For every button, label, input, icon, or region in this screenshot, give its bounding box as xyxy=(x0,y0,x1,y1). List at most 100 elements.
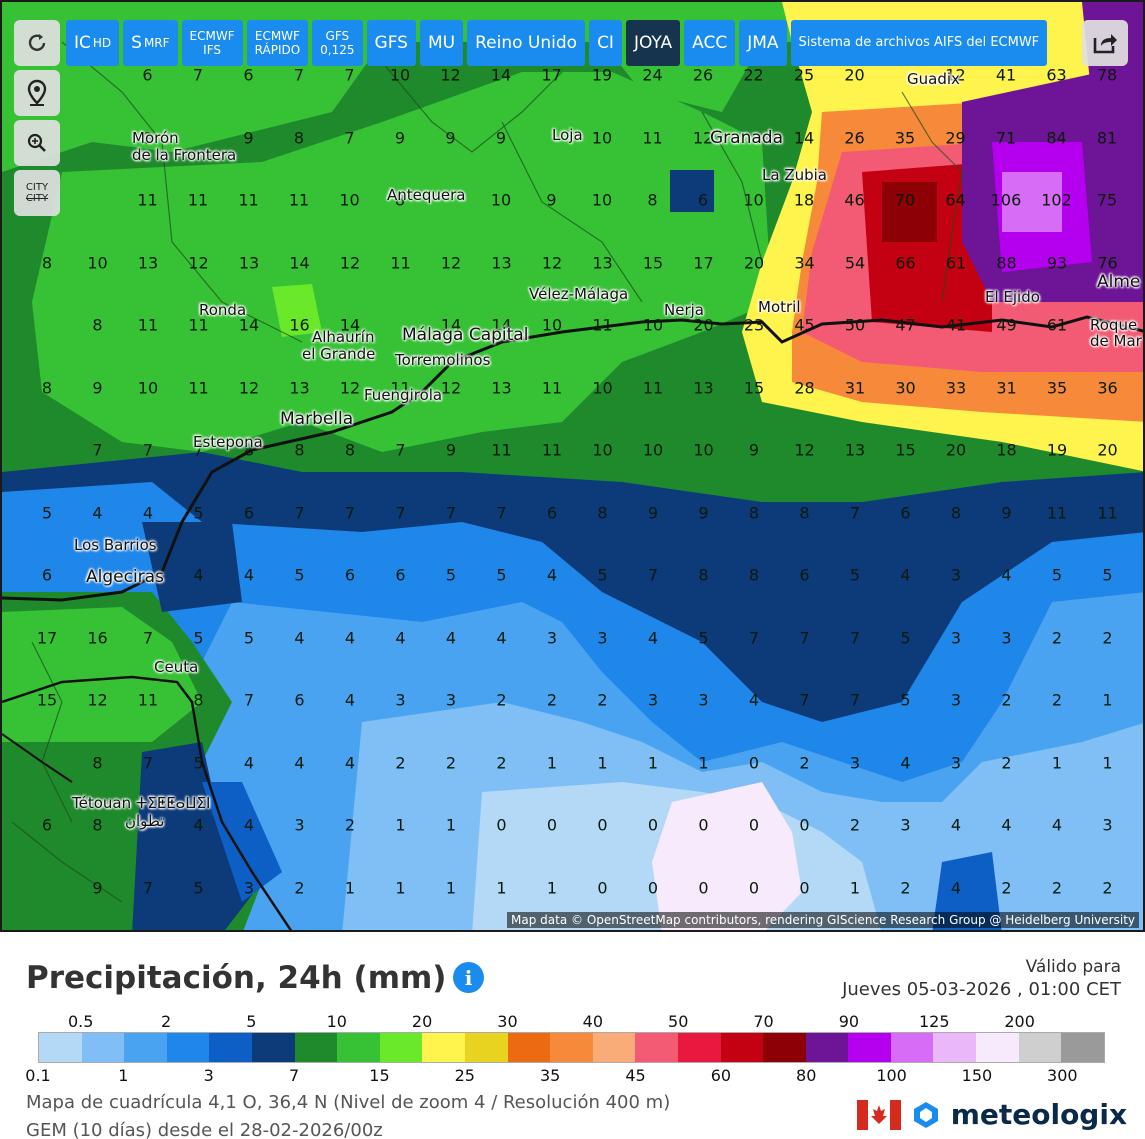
grid-value: 10 xyxy=(693,440,714,460)
scale-tick-top: 50 xyxy=(668,1012,689,1031)
scale-tick-bottom: 300 xyxy=(1047,1066,1078,1085)
model-button-1[interactable]: S MRF xyxy=(123,20,178,66)
grid-value: 10 xyxy=(87,253,108,272)
grid-value: 6 xyxy=(697,190,709,210)
grid-value: 3 xyxy=(1001,628,1012,647)
model-button-9[interactable]: JOYA xyxy=(625,20,681,66)
grid-value: 1 xyxy=(1102,690,1113,710)
grid-value: 8 xyxy=(293,128,305,147)
model-button-label: Sistema de archivos AIFS del ECMWF xyxy=(798,35,1040,50)
grid-value: 20 xyxy=(945,440,967,460)
scale-tick-bottom: 25 xyxy=(454,1066,475,1085)
model-button-7[interactable]: Reino Unido xyxy=(467,20,586,66)
grid-value: 11 xyxy=(137,690,159,710)
model-button-2[interactable]: ECMWF IFS xyxy=(181,20,243,66)
brand-name: meteologix xyxy=(950,1098,1127,1131)
grid-value: 13 xyxy=(491,378,512,397)
grid-value: 45 xyxy=(794,315,815,335)
grid-value: 71 xyxy=(995,128,1017,147)
grid-value: 8 xyxy=(597,503,608,522)
scale-tick-bottom: 7 xyxy=(288,1066,300,1085)
grid-value: 0 xyxy=(647,815,659,835)
zoom-icon xyxy=(27,133,46,152)
scale-tick-top: 125 xyxy=(918,1012,950,1031)
city-label: Nerja xyxy=(664,301,704,319)
model-button-label: Reino Unido xyxy=(475,33,578,53)
grid-value: 4 xyxy=(546,565,558,585)
grid-value: 5 xyxy=(698,628,709,647)
grid-value: 14 xyxy=(289,253,310,272)
scale-tick-top: 2 xyxy=(160,1012,172,1031)
city-label: Málaga Capital xyxy=(402,325,529,345)
grid-value: 7 xyxy=(647,565,659,585)
grid-value: 0 xyxy=(597,815,608,835)
grid-value: 4 xyxy=(748,690,760,710)
grid-value: 7 xyxy=(849,503,861,522)
city-label: Ceuta xyxy=(154,658,199,676)
grid-value: 1 xyxy=(395,878,406,897)
city-toggle-button[interactable]: CITY CITY xyxy=(14,170,60,216)
grid-value: 4 xyxy=(142,503,154,522)
grid-value: 4 xyxy=(496,628,507,647)
info-icon[interactable]: i xyxy=(453,962,484,993)
grid-value: 9 xyxy=(546,190,557,210)
color-scale-swatch xyxy=(677,1033,721,1062)
brand: meteologix xyxy=(856,1098,1127,1131)
scale-tick-bottom: 15 xyxy=(369,1066,390,1085)
grid-value: 0 xyxy=(647,878,659,897)
grid-value: 6 xyxy=(142,65,153,85)
grid-value: 4 xyxy=(900,753,911,772)
scale-tick-top: 10 xyxy=(326,1012,347,1031)
city-label: El Ejido xyxy=(985,288,1040,306)
grid-value: 24 xyxy=(642,65,663,85)
model-button-12[interactable]: Sistema de archivos AIFS del ECMWF xyxy=(790,20,1048,66)
model-button-8[interactable]: CI xyxy=(589,20,622,66)
color-scale-swatch xyxy=(763,1033,806,1062)
model-button-label: CI xyxy=(597,33,614,53)
grid-value: 0 xyxy=(748,815,760,835)
grid-value: 7 xyxy=(496,503,507,522)
grid-value: 11 xyxy=(137,315,159,335)
grid-value: 1 xyxy=(1102,753,1113,772)
model-button-10[interactable]: ACC xyxy=(684,20,736,66)
location-button[interactable] xyxy=(14,70,60,116)
grid-value: 0 xyxy=(698,878,709,897)
model-button-11[interactable]: JMA xyxy=(739,20,787,66)
grid-value: 2 xyxy=(395,753,406,772)
grid-value: 20 xyxy=(743,253,765,272)
grid-value: 5 xyxy=(41,503,53,522)
model-button-3[interactable]: ECMWF RÁPIDO xyxy=(246,20,309,66)
model-button-4[interactable]: GFS 0,125 xyxy=(312,20,363,66)
grid-value: 1 xyxy=(1051,753,1063,772)
share-button[interactable] xyxy=(1082,20,1128,66)
grid-value: 11 xyxy=(1046,503,1068,522)
city-label: de la Frontera xyxy=(132,146,237,164)
grid-value: 14 xyxy=(440,315,462,335)
precipitation-map[interactable]: 6 7 6 7 7 10 12 14 17 19 24 26 22 25 20 12 41 63 78 9 9 8 7 9 9 9… xyxy=(0,0,1145,932)
grid-value: 0 xyxy=(698,815,709,835)
grid-value: 2 xyxy=(1051,878,1063,897)
zoom-button[interactable] xyxy=(14,120,60,166)
grid-value: 4 xyxy=(344,628,356,647)
grid-value: 1 xyxy=(647,753,659,772)
city-label: Antequera xyxy=(387,186,466,204)
model-button-6[interactable]: MU xyxy=(419,20,464,66)
grid-value: 7 xyxy=(344,65,355,85)
grid-value: 9 xyxy=(495,128,507,147)
grid-value: 6 xyxy=(243,503,255,522)
grid-value: 0 xyxy=(799,815,810,835)
grid-value: 7 xyxy=(293,65,305,85)
grid-value: 13 xyxy=(289,378,310,397)
color-scale-swatch xyxy=(166,1033,210,1062)
model-button-0[interactable]: IC HD xyxy=(66,20,120,66)
grid-value: 12 xyxy=(692,128,714,147)
color-scale-swatch xyxy=(976,1033,1019,1062)
grid-info: Mapa de cuadrícula 4,1 O, 36,4 N (Nivel … xyxy=(26,1092,671,1113)
grid-value: 6 xyxy=(41,565,53,585)
city-label: de Mar xyxy=(1090,332,1142,350)
model-button-5[interactable]: GFS xyxy=(366,20,416,66)
grid-value: 11 xyxy=(541,378,563,397)
refresh-button[interactable] xyxy=(14,20,60,66)
scale-tick-bottom: 150 xyxy=(961,1066,993,1085)
grid-value: 15 xyxy=(36,690,58,710)
